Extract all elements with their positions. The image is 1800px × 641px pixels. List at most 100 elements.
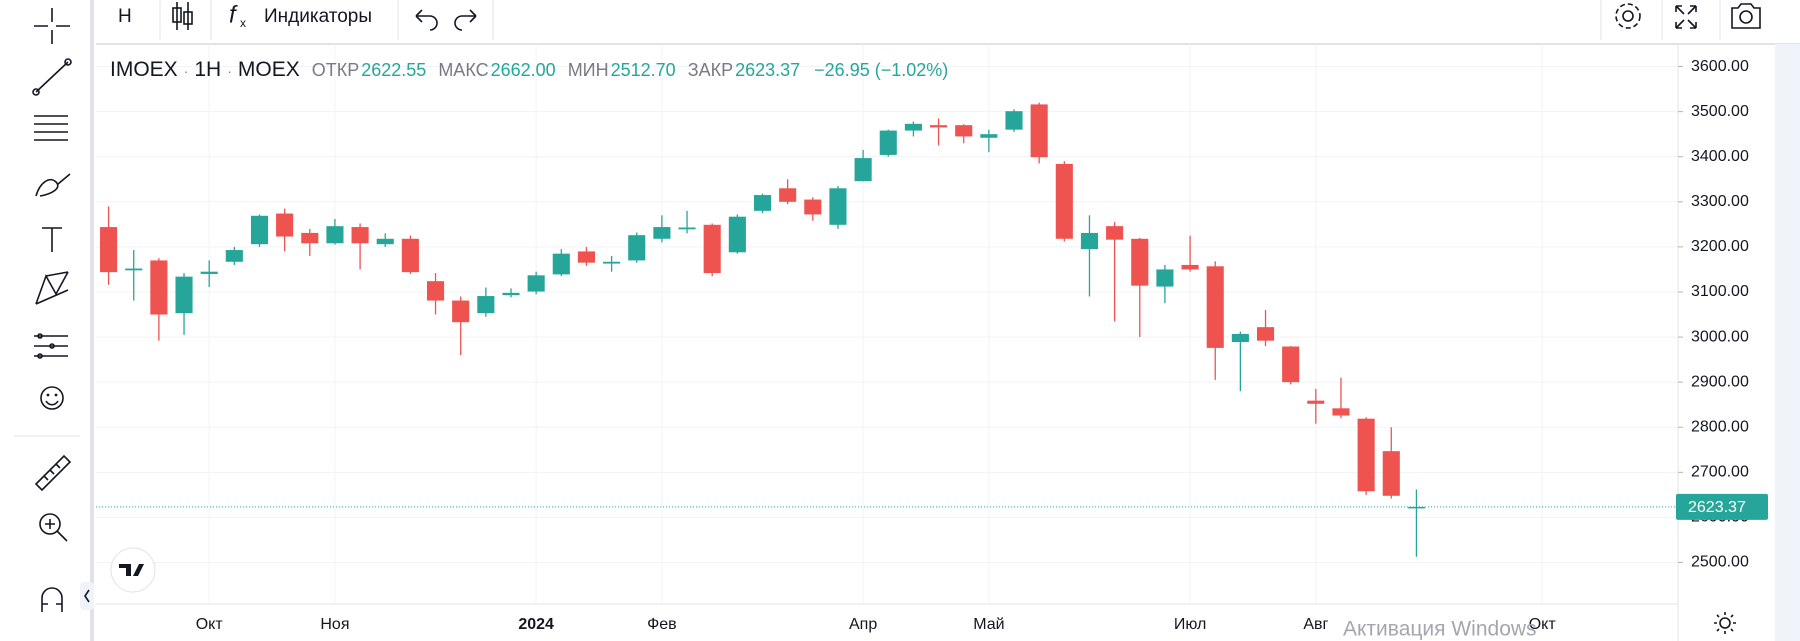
legend-value: 2512.70 (610, 60, 676, 80)
candle-body (753, 195, 772, 211)
candle-body (276, 213, 294, 237)
legend-label: ЗАКР (687, 60, 734, 80)
undo-button[interactable] (415, 9, 438, 31)
y-tick-label: 2500.00 (1691, 554, 1749, 571)
candle-body (1206, 266, 1224, 348)
candle-body (1231, 333, 1249, 343)
legend-label: ОТКР (311, 60, 360, 80)
y-tick-label: 3500.00 (1691, 103, 1749, 120)
y-tick-label: 3300.00 (1691, 193, 1749, 210)
indicators-label: Индикаторы (264, 6, 372, 27)
cursor-tool[interactable] (34, 8, 70, 44)
candle-body (1332, 408, 1350, 416)
candle-body (1357, 418, 1375, 492)
candle-body (577, 251, 595, 263)
ruler-tool[interactable] (34, 454, 72, 492)
pattern-tool[interactable] (35, 271, 69, 305)
candle-body (100, 227, 118, 273)
y-tick-label: 2900.00 (1691, 373, 1749, 390)
last-price-marker (1676, 493, 1768, 520)
zoom-tool[interactable] (39, 513, 68, 542)
magnet-tool[interactable] (41, 587, 63, 612)
candle-body (225, 250, 243, 262)
fx-icon: x (240, 16, 246, 30)
x-tick-label: Апр (849, 616, 877, 633)
candle-body (930, 125, 948, 128)
chart-type-button[interactable] (172, 2, 193, 30)
legend: IMOEX · 1Н · MOEX ОТКР 2622.55 МАКС 2662.00… (110, 58, 948, 82)
prediction-tool[interactable] (34, 333, 68, 359)
axis-settings-button[interactable] (1714, 612, 1736, 634)
candle-body (1005, 111, 1023, 130)
screenshot-button[interactable] (1731, 3, 1761, 29)
candle-body (1282, 346, 1300, 383)
x-tick-label: Ноя (320, 616, 349, 633)
legend-label: МИН (567, 60, 609, 80)
candle-body (904, 123, 922, 131)
y-tick-label: 3200.00 (1691, 238, 1749, 255)
candle-body (779, 188, 797, 202)
candle-body (1106, 226, 1124, 240)
settings-button[interactable] (1615, 3, 1641, 29)
y-tick-label: 3400.00 (1691, 148, 1749, 165)
candle-body (804, 199, 822, 215)
candle-body (1080, 232, 1099, 250)
interval-button[interactable]: Н (118, 6, 132, 27)
plot: 2500.002600.002700.002800.002900.003000.… (96, 44, 1749, 633)
candle-body (401, 238, 419, 273)
candle-body (150, 260, 168, 315)
legend-interval: 1Н (194, 58, 222, 81)
fib-tool[interactable] (34, 115, 68, 141)
candle-body (477, 296, 495, 314)
candle-body (603, 261, 621, 264)
legend-separator: · (183, 63, 189, 79)
line-tool[interactable] (32, 58, 72, 96)
candle-body (854, 158, 872, 182)
candle-body (628, 235, 646, 261)
x-tick-label: Окт (1529, 616, 1557, 633)
text-tool[interactable] (42, 227, 62, 252)
candle-body (1407, 506, 1425, 509)
candle-body (426, 281, 445, 301)
brush-tool[interactable] (35, 173, 71, 197)
candle-body (351, 227, 369, 244)
candle-body (1030, 104, 1048, 158)
left-toolbar (0, 0, 92, 641)
candle-body (1131, 238, 1149, 286)
candle-body (1156, 269, 1174, 287)
x-tick-label: Окт (196, 616, 224, 633)
candle-body (1256, 327, 1275, 341)
emoji-tool[interactable] (40, 386, 64, 410)
y-tick-label: 2800.00 (1691, 418, 1749, 435)
x-tick-label: Май (973, 616, 1004, 633)
legend-symbol: IMOEX (110, 58, 178, 81)
candle-body (653, 227, 671, 239)
legend-change: −26.95 (−1.02%) (814, 60, 949, 80)
legend-label: МАКС (438, 60, 489, 80)
fullscreen-button[interactable] (1675, 5, 1697, 29)
legend-value: 2662.00 (490, 60, 556, 80)
y-tick-label: 3100.00 (1691, 283, 1749, 300)
candle-body (552, 253, 570, 275)
candle-body (955, 125, 973, 137)
candle-body (728, 216, 746, 253)
redo-button[interactable] (454, 9, 477, 31)
collapse-button[interactable] (80, 582, 94, 610)
candle-body (452, 300, 470, 323)
x-tick-label: 2024 (518, 616, 554, 633)
x-tick-label: Июл (1174, 616, 1206, 633)
indicators-button[interactable]: f x Индикаторы (229, 1, 372, 30)
candle-body (301, 232, 319, 244)
candle-body (250, 215, 269, 245)
candle-body (1307, 400, 1325, 404)
scrollbar (1775, 44, 1800, 641)
last-price-label: 2623.37 (1688, 499, 1746, 516)
tradingview-logo[interactable] (110, 547, 156, 593)
candle-body (125, 268, 143, 271)
candle-body (326, 226, 344, 244)
watermark: Активация Windows (1343, 618, 1537, 641)
candle-body (200, 271, 218, 274)
candle-body (1055, 163, 1073, 239)
